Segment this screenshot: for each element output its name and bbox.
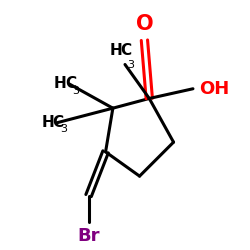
Text: Br: Br [77, 227, 100, 245]
Text: O: O [136, 14, 153, 34]
Text: OH: OH [199, 80, 229, 98]
Text: H: H [54, 76, 67, 92]
Text: 3: 3 [127, 60, 134, 70]
Text: C: C [53, 115, 64, 130]
Text: H: H [42, 115, 54, 130]
Text: H: H [110, 44, 122, 59]
Text: 3: 3 [72, 86, 79, 96]
Text: C: C [120, 44, 131, 59]
Text: C: C [65, 76, 76, 92]
Text: 3: 3 [60, 124, 67, 134]
